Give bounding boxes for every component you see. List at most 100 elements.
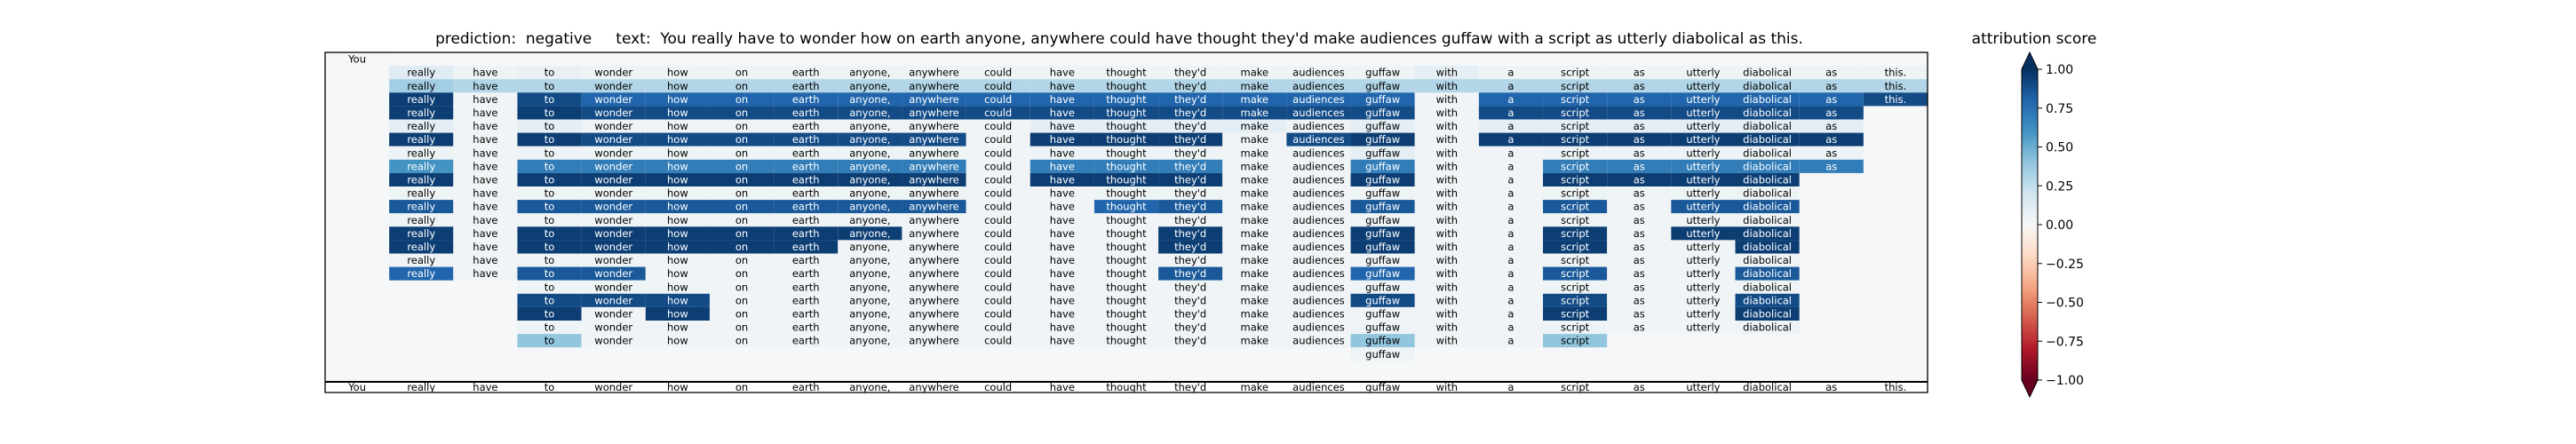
cell-token-label: make: [1241, 67, 1269, 79]
cell-token-label: have: [473, 133, 497, 146]
cell-token-label: could: [984, 281, 1012, 293]
cell-token-label: anywhere: [909, 321, 958, 334]
heatmap-cell: [774, 213, 839, 227]
heatmap-cell: [838, 226, 902, 241]
cell-token-label: as: [1634, 93, 1645, 106]
cell-token-label: wonder: [594, 254, 632, 266]
cell-token-label: how: [667, 187, 688, 200]
cell-token-label: thought: [1106, 321, 1147, 334]
cell-token-label: make: [1241, 107, 1269, 119]
heatmap-cell: [389, 92, 454, 107]
cell-token-label: how: [667, 120, 688, 132]
cell-token-label: with: [1436, 254, 1458, 266]
heatmap-cell: [709, 213, 775, 227]
heatmap-cell: [1478, 66, 1544, 80]
cell-token-label: how: [667, 227, 688, 240]
heatmap-cell: [645, 119, 710, 133]
cell-token-label: anyone,: [849, 120, 890, 132]
heatmap-cell: [453, 226, 518, 241]
cell-token-label: script: [1561, 267, 1590, 280]
cell-token-label: make: [1241, 294, 1269, 306]
colorbar-bottom-extension: [2022, 380, 2038, 397]
heatmap-cell: [1671, 146, 1736, 160]
cell-token-label: utterly: [1686, 267, 1720, 280]
cell-token-label: script: [1561, 214, 1590, 226]
cell-token-label: a: [1507, 93, 1514, 106]
heatmap-cell: [966, 186, 1030, 201]
cell-token-label: have: [1050, 67, 1075, 79]
heatmap-cell: [517, 334, 582, 348]
heatmap-cell: [1093, 159, 1159, 173]
cell-token-label: script: [1561, 187, 1590, 200]
cell-token-label: could: [984, 147, 1012, 159]
colorbar: 1.00 0.75 0.50 0.25 0.00 −0.25 −0.50 −0.75 −1.00: [2021, 51, 2084, 399]
cell-token-label: anywhere: [909, 107, 958, 119]
colorbar-tick-label: 0.75: [2046, 102, 2073, 116]
cell-token-label: they'd: [1174, 93, 1206, 106]
cell-token-label: guffaw: [1365, 227, 1400, 240]
cell-token-label: have: [1050, 241, 1075, 253]
heatmap-cell: [1350, 253, 1415, 267]
heatmap-cell: [1030, 240, 1094, 254]
cell-token-label: have: [1050, 187, 1075, 200]
heatmap-cell: [1093, 186, 1159, 201]
cell-token-label: really: [407, 120, 435, 132]
cell-token-label: they'd: [1174, 67, 1206, 79]
heatmap-cell: [1222, 293, 1287, 307]
cell-token-label: as: [1634, 107, 1645, 119]
cell-token-label: with: [1436, 307, 1458, 320]
heatmap-cell: [581, 119, 646, 133]
heatmap-cell: [1222, 146, 1287, 160]
heatmap-cell: [389, 172, 454, 186]
cell-token-label: have: [1050, 201, 1075, 213]
heatmap-cell: [1350, 132, 1415, 147]
cell-token-label: with: [1436, 93, 1458, 106]
heatmap-cell: [1030, 266, 1094, 281]
cell-token-label: as: [1634, 160, 1645, 172]
cell-token-label: earth: [792, 120, 820, 132]
heatmap-cell: [1671, 213, 1736, 227]
heatmap-cell: [902, 146, 966, 160]
heatmap-cell: [517, 159, 582, 173]
cell-token-label: script: [1561, 80, 1590, 92]
cell-token-label: earth: [792, 160, 820, 172]
heatmap-cell: [774, 66, 839, 80]
heatmap-cell: [838, 119, 902, 133]
cell-token-label: wonder: [594, 335, 632, 347]
cell-token-label: how: [667, 93, 688, 106]
cell-token-label: earth: [792, 214, 820, 226]
heatmap-cell: [1222, 280, 1287, 294]
heatmap-cell: [966, 106, 1030, 120]
cell-token-label: thought: [1106, 93, 1147, 106]
cell-token-label: really: [407, 214, 435, 226]
bottom-token-label: could: [984, 381, 1012, 393]
cell-token-label: really: [407, 160, 435, 172]
heatmap-cell: [1093, 293, 1159, 307]
heatmap-cell: [774, 186, 839, 201]
heatmap-cell: [517, 79, 582, 93]
heatmap-cell: [581, 266, 646, 281]
heatmap-cell: [1607, 119, 1672, 133]
heatmap-cell: [1607, 66, 1672, 80]
cell-token-label: audiences: [1292, 160, 1345, 172]
heatmap-cell: [709, 253, 775, 267]
heatmap-cell: [453, 146, 518, 160]
cell-token-label: audiences: [1292, 307, 1345, 320]
cell-token-label: as: [1634, 214, 1645, 226]
cell-token-label: have: [473, 187, 497, 200]
cell-token-label: wonder: [594, 107, 632, 119]
cell-token-label: a: [1507, 241, 1514, 253]
cell-token-label: anywhere: [909, 214, 958, 226]
heatmap-cell: [1414, 321, 1479, 335]
heatmap-cell: [645, 159, 710, 173]
cell-token-label: as: [1634, 147, 1645, 159]
cell-token-label: a: [1507, 294, 1514, 306]
cell-token-label: utterly: [1686, 254, 1720, 266]
heatmap-cell: [1030, 172, 1094, 186]
cell-token-label: they'd: [1174, 307, 1206, 320]
cell-token-label: how: [667, 173, 688, 186]
heatmap-cell: [1607, 132, 1672, 147]
heatmap-cell: [453, 186, 518, 201]
cell-token-label: utterly: [1686, 321, 1720, 334]
cell-token-label: thought: [1106, 227, 1147, 240]
